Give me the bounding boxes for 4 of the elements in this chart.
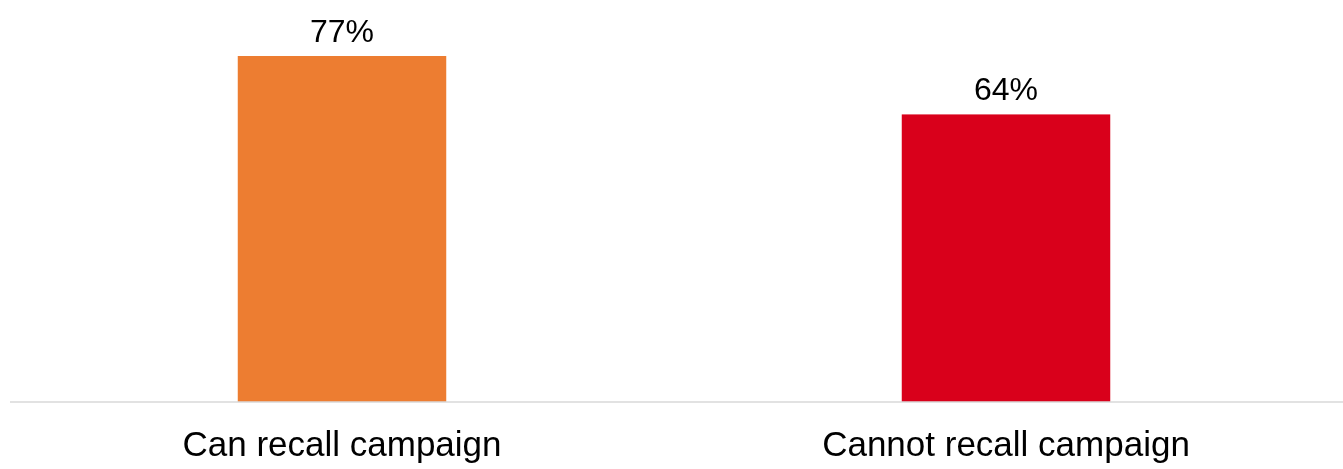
x-tick-label: Can recall campaign <box>182 424 502 463</box>
data-label: 77% <box>309 13 375 49</box>
x-tick-label: Cannot recall campaign <box>822 424 1190 463</box>
data-label: 64% <box>973 71 1039 108</box>
